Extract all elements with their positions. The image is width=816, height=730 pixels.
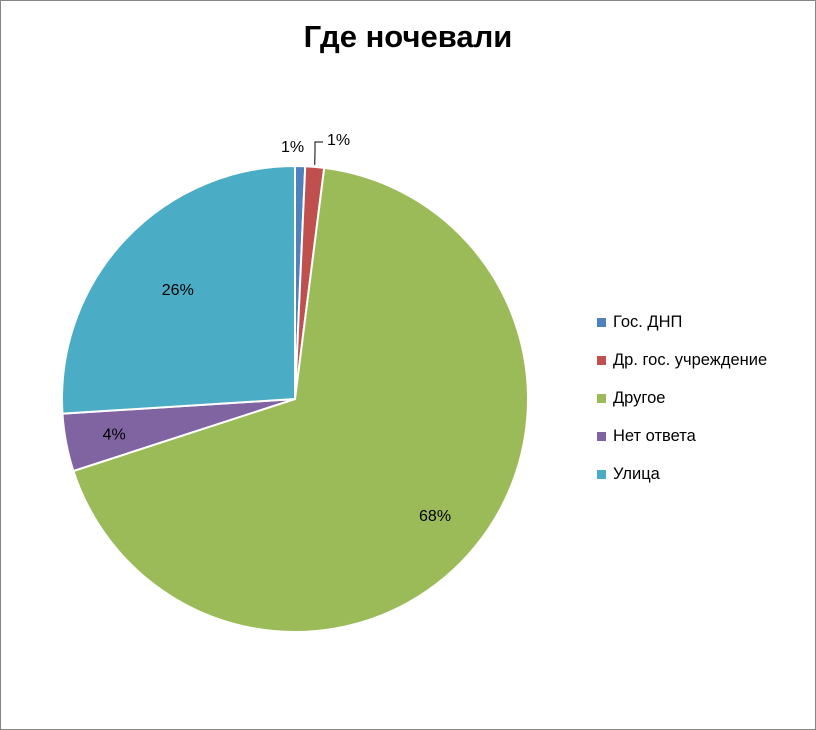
slice-data-label: 1% xyxy=(281,139,304,156)
pie-slice xyxy=(61,164,296,415)
legend-swatch xyxy=(597,432,606,441)
slice-data-label: 4% xyxy=(103,426,126,443)
pie-slice xyxy=(72,166,529,633)
legend-label: Нет ответа xyxy=(613,427,696,445)
legend-label: Улица xyxy=(613,465,660,483)
legend-label: Др. гос. учреждение xyxy=(613,351,768,369)
legend-swatch xyxy=(597,356,606,365)
slice-data-label: 26% xyxy=(162,282,194,299)
slice-data-label: 1% xyxy=(327,132,350,149)
legend-label: Другое xyxy=(613,389,666,407)
legend-label: Гос. ДНП xyxy=(613,313,683,331)
legend-swatch xyxy=(597,470,606,479)
chart-title: Где ночевали xyxy=(303,19,513,54)
legend-swatch xyxy=(597,318,606,327)
leader-line xyxy=(314,141,323,165)
legend-swatch xyxy=(597,394,606,403)
slice-data-label: 68% xyxy=(419,508,451,525)
